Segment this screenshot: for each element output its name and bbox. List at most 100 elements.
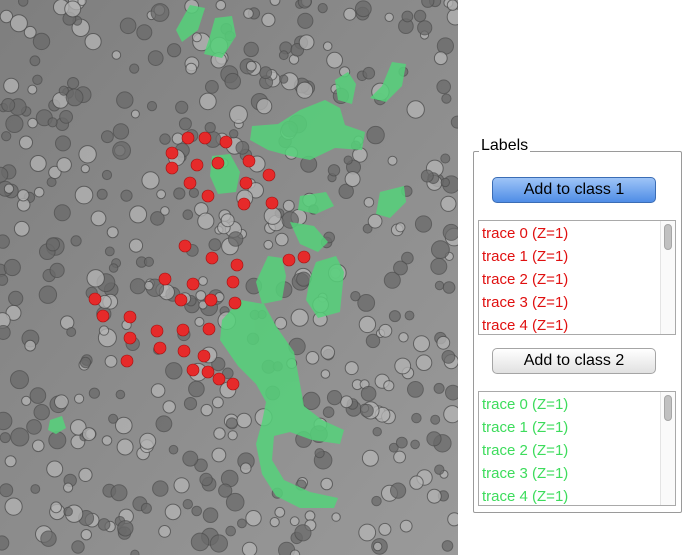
cell bbox=[420, 169, 434, 183]
cell bbox=[228, 231, 244, 247]
red-cell-marker bbox=[197, 349, 211, 363]
red-cell-marker bbox=[239, 176, 253, 190]
cell bbox=[263, 206, 282, 225]
cell bbox=[378, 522, 392, 536]
cell bbox=[433, 51, 448, 66]
cell bbox=[156, 189, 167, 200]
cell bbox=[188, 380, 205, 398]
scrollbar-thumb[interactable] bbox=[664, 395, 672, 421]
cell bbox=[165, 362, 183, 380]
cell bbox=[194, 316, 205, 327]
cell bbox=[171, 132, 184, 145]
cell bbox=[401, 251, 414, 265]
microscopy-image[interactable] bbox=[0, 0, 458, 555]
cell bbox=[363, 197, 375, 208]
list-item[interactable]: trace 4 (Z=1) bbox=[482, 317, 569, 334]
red-cell-marker bbox=[205, 251, 219, 265]
cell bbox=[441, 350, 456, 364]
list-item[interactable]: trace 2 (Z=1) bbox=[482, 442, 569, 459]
class-1-list-scrollbar[interactable] bbox=[660, 221, 675, 334]
green-region bbox=[290, 222, 328, 252]
cell bbox=[297, 0, 312, 9]
red-cell-marker bbox=[123, 310, 137, 324]
cell bbox=[357, 294, 376, 312]
cell bbox=[417, 20, 433, 36]
cell bbox=[164, 503, 182, 521]
cell bbox=[30, 484, 41, 494]
list-item[interactable]: trace 0 (Z=1) bbox=[482, 225, 569, 242]
cell bbox=[54, 394, 69, 410]
cell bbox=[191, 505, 202, 517]
cell bbox=[158, 525, 172, 538]
cell bbox=[290, 308, 309, 327]
class-1-trace-list[interactable]: trace 0 (Z=1) trace 1 (Z=1) trace 2 (Z=1… bbox=[478, 220, 676, 335]
add-to-class-1-button[interactable]: Add to class 1 bbox=[492, 177, 656, 203]
red-cell-marker bbox=[88, 292, 102, 306]
cell bbox=[338, 183, 354, 200]
cell bbox=[101, 130, 114, 144]
cell bbox=[0, 234, 10, 249]
cell bbox=[129, 205, 148, 224]
cell bbox=[10, 370, 29, 390]
cell bbox=[29, 155, 47, 172]
cell bbox=[96, 188, 108, 200]
cell bbox=[183, 397, 198, 411]
cell bbox=[46, 460, 64, 478]
cell bbox=[160, 206, 170, 216]
list-item[interactable]: trace 3 (Z=1) bbox=[482, 465, 569, 482]
cell bbox=[1, 131, 12, 142]
scrollbar-thumb[interactable] bbox=[664, 224, 672, 250]
add-to-class-2-button[interactable]: Add to class 2 bbox=[492, 348, 656, 374]
cell bbox=[236, 412, 252, 429]
cell bbox=[441, 540, 454, 552]
list-item[interactable]: trace 0 (Z=1) bbox=[482, 396, 569, 413]
cell bbox=[225, 417, 238, 430]
labels-group-title: Labels bbox=[479, 137, 531, 155]
cell bbox=[220, 213, 235, 228]
cell bbox=[128, 238, 144, 253]
list-item[interactable]: trace 2 (Z=1) bbox=[482, 271, 569, 288]
cell bbox=[388, 442, 399, 453]
cell bbox=[211, 447, 227, 463]
list-item[interactable]: trace 4 (Z=1) bbox=[482, 488, 569, 505]
cell bbox=[373, 541, 383, 552]
cell bbox=[55, 135, 71, 152]
cell bbox=[263, 239, 274, 250]
cell-image-canvas[interactable] bbox=[0, 0, 458, 555]
cell bbox=[173, 187, 186, 200]
cell bbox=[167, 43, 182, 58]
cell bbox=[9, 14, 28, 33]
cell bbox=[440, 195, 457, 212]
cell bbox=[175, 100, 189, 114]
cell bbox=[110, 484, 128, 502]
cell bbox=[218, 483, 233, 498]
cell bbox=[225, 492, 245, 512]
cell bbox=[317, 3, 328, 14]
class-2-trace-list[interactable]: trace 0 (Z=1) trace 1 (Z=1) trace 2 (Z=1… bbox=[478, 391, 676, 506]
cell bbox=[50, 501, 62, 514]
cell bbox=[82, 427, 96, 442]
class-2-list-scrollbar[interactable] bbox=[660, 392, 675, 505]
cell bbox=[17, 189, 30, 202]
cell bbox=[197, 212, 215, 230]
list-item[interactable]: trace 1 (Z=1) bbox=[482, 419, 569, 436]
cell bbox=[384, 12, 394, 22]
cell bbox=[304, 510, 316, 522]
list-item[interactable]: trace 1 (Z=1) bbox=[482, 248, 569, 265]
cell bbox=[119, 17, 137, 35]
cell bbox=[237, 518, 247, 529]
cell bbox=[33, 404, 50, 421]
cell bbox=[327, 164, 341, 177]
list-item[interactable]: trace 3 (Z=1) bbox=[482, 294, 569, 311]
cell bbox=[136, 24, 153, 41]
cell bbox=[5, 114, 24, 134]
cell bbox=[27, 84, 38, 95]
cell bbox=[23, 25, 37, 39]
cell bbox=[393, 260, 408, 276]
green-region bbox=[48, 416, 66, 434]
cell bbox=[378, 323, 393, 338]
cell bbox=[80, 164, 90, 174]
cell bbox=[358, 523, 377, 542]
cell bbox=[204, 122, 216, 134]
green-region bbox=[370, 62, 406, 102]
